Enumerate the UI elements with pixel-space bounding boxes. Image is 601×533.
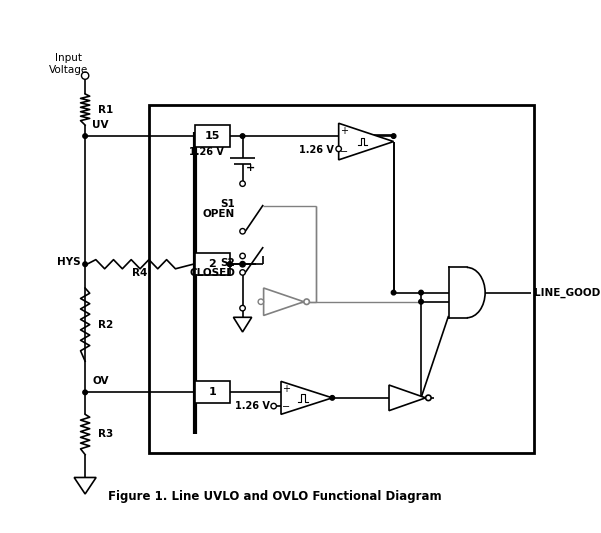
Text: HYS: HYS	[57, 257, 81, 268]
Text: 1: 1	[209, 387, 216, 398]
Bar	[195, 253, 230, 275]
Circle shape	[336, 146, 341, 151]
Polygon shape	[339, 123, 394, 160]
Text: S1: S1	[221, 199, 235, 209]
Text: UV: UV	[93, 120, 109, 130]
Text: 1.26 V: 1.26 V	[235, 401, 270, 411]
Circle shape	[426, 395, 431, 401]
Circle shape	[419, 290, 423, 295]
Circle shape	[330, 395, 335, 400]
Circle shape	[240, 305, 245, 311]
Text: R2: R2	[98, 320, 113, 329]
Polygon shape	[281, 382, 332, 414]
Text: OV: OV	[93, 376, 109, 386]
Text: 1.26 V: 1.26 V	[189, 147, 224, 157]
Text: 15: 15	[205, 131, 220, 141]
Bar	[195, 382, 230, 403]
Text: R4: R4	[132, 268, 148, 278]
Polygon shape	[389, 385, 426, 410]
Text: −: −	[282, 402, 290, 412]
Polygon shape	[233, 317, 252, 332]
Circle shape	[83, 134, 87, 139]
Circle shape	[391, 134, 396, 139]
Circle shape	[419, 300, 423, 304]
Circle shape	[227, 262, 232, 266]
Circle shape	[240, 262, 245, 267]
Text: 1.26 V: 1.26 V	[299, 145, 334, 155]
Text: 2: 2	[209, 259, 216, 269]
Circle shape	[240, 270, 245, 275]
Bar	[195, 125, 230, 147]
Circle shape	[83, 262, 87, 266]
Circle shape	[227, 262, 232, 266]
Text: LINE_GOOD: LINE_GOOD	[534, 287, 600, 298]
Circle shape	[240, 229, 245, 234]
Polygon shape	[74, 478, 96, 494]
Text: R1: R1	[98, 104, 113, 115]
Circle shape	[240, 134, 245, 139]
Polygon shape	[264, 288, 304, 316]
Text: Input
Voltage: Input Voltage	[49, 53, 88, 75]
Text: −: −	[340, 147, 348, 157]
Text: +: +	[340, 126, 348, 136]
Text: Figure 1. Line UVLO and OVLO Functional Diagram: Figure 1. Line UVLO and OVLO Functional …	[108, 490, 441, 503]
Text: CLOSED: CLOSED	[189, 268, 235, 278]
Bar	[149, 105, 534, 453]
Circle shape	[258, 299, 264, 304]
Text: R3: R3	[98, 430, 113, 440]
Text: OPEN: OPEN	[203, 209, 235, 219]
Text: +: +	[282, 384, 290, 394]
Circle shape	[240, 253, 245, 259]
Text: +: +	[246, 163, 255, 173]
Circle shape	[240, 181, 245, 187]
Circle shape	[391, 290, 396, 295]
Text: S2: S2	[221, 259, 235, 268]
Circle shape	[83, 390, 87, 394]
Circle shape	[82, 72, 89, 79]
Circle shape	[271, 403, 276, 409]
Circle shape	[304, 299, 310, 304]
